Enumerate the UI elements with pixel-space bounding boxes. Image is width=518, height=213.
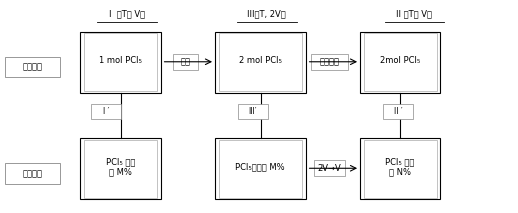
Bar	[311, 54, 348, 70]
Bar	[219, 140, 302, 198]
Text: II （T， V）: II （T， V）	[396, 10, 433, 19]
Text: I  （T， V）: I （T， V）	[109, 10, 145, 19]
Text: PCl₅ 分解
率 M%: PCl₅ 分解 率 M%	[106, 157, 135, 176]
Bar	[360, 138, 440, 199]
Text: PCl₅分解率 M%: PCl₅分解率 M%	[236, 162, 285, 171]
Bar	[383, 104, 413, 119]
Text: 2 mol PCl₅: 2 mol PCl₅	[239, 56, 282, 65]
Bar	[84, 33, 157, 91]
Bar	[91, 104, 121, 119]
Bar	[238, 104, 268, 119]
Bar	[84, 140, 157, 198]
Text: I ′: I ′	[103, 107, 109, 116]
Bar	[219, 33, 302, 91]
Bar	[6, 164, 60, 184]
Text: 2V→V: 2V→V	[318, 164, 341, 173]
Text: II ′: II ′	[394, 107, 402, 116]
Text: 等同: 等同	[180, 57, 191, 66]
Text: 平衡状态: 平衡状态	[23, 169, 42, 178]
Bar	[6, 57, 60, 77]
Bar	[80, 138, 161, 199]
Text: III′: III′	[249, 107, 257, 116]
Text: PCl₅ 分解
率 N%: PCl₅ 分解 率 N%	[385, 157, 415, 176]
Bar	[314, 160, 345, 176]
Text: 1 mol PCl₅: 1 mol PCl₅	[99, 56, 142, 65]
Text: 起始状态: 起始状态	[23, 63, 42, 72]
Bar	[360, 32, 440, 93]
Text: 压缩体积: 压缩体积	[320, 57, 339, 66]
Bar	[80, 32, 161, 93]
Bar	[173, 54, 198, 70]
Bar	[364, 33, 437, 91]
Bar	[215, 138, 306, 199]
Bar	[364, 140, 437, 198]
Text: III（T, 2V）: III（T, 2V）	[248, 10, 286, 19]
Bar	[215, 32, 306, 93]
Text: 2mol PCl₅: 2mol PCl₅	[380, 56, 420, 65]
